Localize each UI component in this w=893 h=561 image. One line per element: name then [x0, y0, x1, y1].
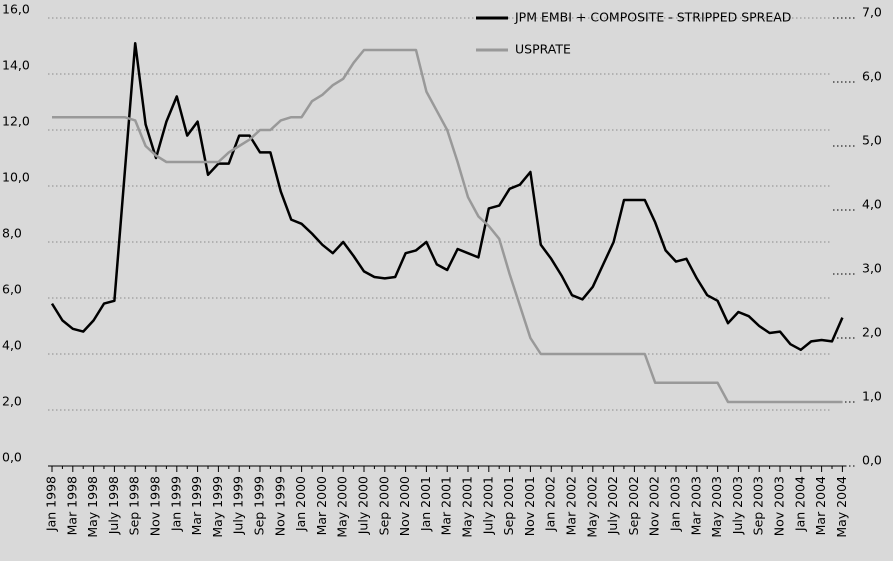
x-tick-label: Mar 2004: [813, 476, 828, 535]
y2-tick-label: 2,0: [862, 325, 882, 340]
y-tick-label: 2,0: [2, 394, 22, 409]
legend-label: JPM EMBI + COMPOSITE - STRIPPED SPREAD: [514, 10, 791, 25]
x-tick-label: May 2003: [709, 476, 724, 538]
x-tick-label: Nov 1999: [272, 476, 287, 536]
x-tick-label: Nov 2002: [647, 476, 662, 536]
x-tick-label: July 2002: [605, 476, 620, 535]
x-tick-label: Mar 2003: [688, 476, 703, 535]
x-tick-label: July 2003: [730, 476, 745, 535]
x-tick-label: Mar 1999: [189, 476, 204, 535]
series-line: [50, 41, 844, 352]
x-tick-label: July 2000: [356, 476, 371, 535]
x-tick-label: May 2000: [335, 476, 350, 538]
y2-tick-label: 5,0: [862, 133, 882, 148]
x-tick-label: Sep 2000: [376, 476, 391, 535]
y-tick-label: 8,0: [2, 226, 22, 241]
x-tick-label: Sep 1998: [127, 476, 142, 535]
x-tick-label: May 2002: [584, 476, 599, 538]
y2-tick-label: 6,0: [862, 69, 882, 84]
x-tick-label: Jan 2004: [792, 476, 807, 532]
x-tick-label: Sep 1999: [252, 476, 267, 535]
x-tick-label: July 2001: [480, 476, 495, 535]
y2-tick-label: 0,0: [862, 453, 882, 468]
y-tick-label: 10,0: [2, 170, 30, 185]
x-tick-label: Jan 1998: [44, 476, 59, 532]
x-tick-label: July 1999: [231, 476, 246, 535]
x-tick-label: Jan 1999: [168, 476, 183, 532]
x-tick-label: May 2001: [460, 476, 475, 538]
x-tick-label: Mar 1998: [64, 476, 79, 535]
y2-tick-label: 3,0: [862, 261, 882, 276]
y2-tick-label: 1,0: [862, 389, 882, 404]
y-tick-label: 4,0: [2, 338, 22, 353]
y-tick-label: 16,0: [2, 2, 30, 17]
x-tick-label: Sep 2002: [626, 476, 641, 535]
y2-tick-label: 4,0: [862, 197, 882, 212]
x-tick-label: Nov 2003: [772, 476, 787, 536]
series-line: [52, 48, 843, 404]
x-tick-label: Jan 2003: [668, 476, 683, 532]
legend-label: USPRATE: [515, 42, 571, 57]
x-tick-label: Nov 2000: [397, 476, 412, 536]
x-tick-label: Nov 2001: [522, 476, 537, 536]
x-tick-label: Mar 2002: [564, 476, 579, 535]
y-tick-label: 6,0: [2, 282, 22, 297]
x-tick-label: Jan 2002: [543, 476, 558, 532]
x-tick-label: May 1999: [210, 476, 225, 538]
x-tick-label: Sep 2001: [501, 476, 516, 535]
x-tick-label: Nov 1998: [148, 476, 163, 536]
x-tick-label: May 1998: [85, 476, 100, 538]
y-tick-label: 14,0: [2, 58, 30, 73]
y2-tick-label: 7,0: [862, 5, 882, 20]
x-tick-label: Jan 2001: [418, 476, 433, 532]
y-tick-label: 0,0: [2, 450, 22, 465]
x-tick-label: May 2004: [834, 476, 849, 538]
x-tick-label: Mar 2001: [439, 476, 454, 535]
x-tick-label: Jan 2000: [293, 476, 308, 532]
x-tick-label: July 1998: [106, 476, 121, 535]
x-tick-label: Mar 2000: [314, 476, 329, 535]
y-tick-label: 12,0: [2, 114, 30, 129]
x-tick-label: Sep 2003: [751, 476, 766, 535]
